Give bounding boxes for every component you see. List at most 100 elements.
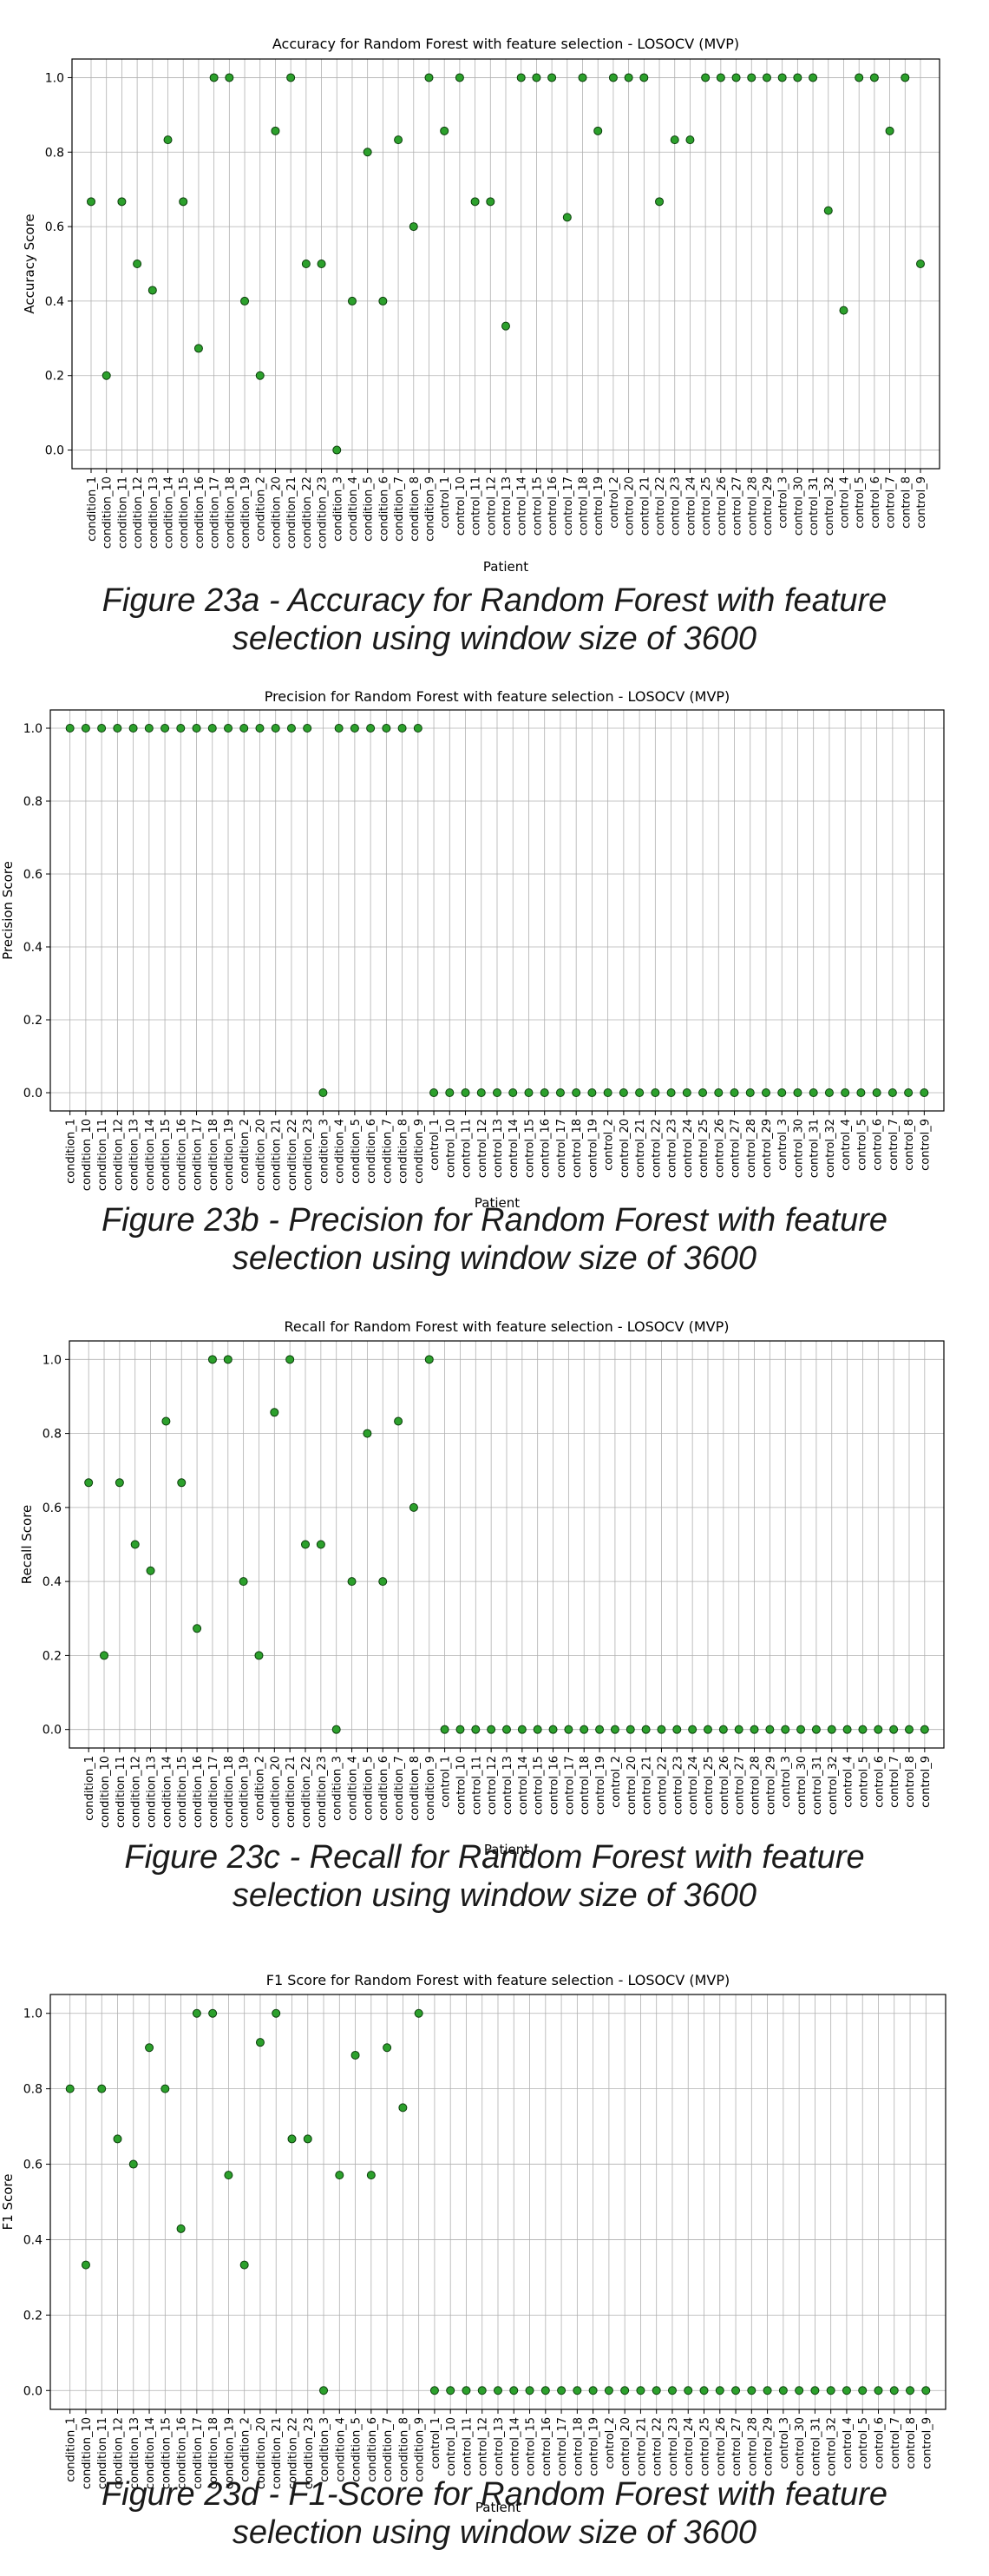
caption-line-2: selection using window size of 3600	[232, 1877, 757, 1914]
data-point	[810, 2386, 820, 2395]
caption-line-2: selection using window size of 3600	[232, 621, 757, 657]
x-tick-label: control_29	[763, 2417, 776, 2476]
data-point	[81, 724, 90, 733]
x-tick-label: control_5	[855, 1119, 868, 1171]
x-tick-label: control_32	[826, 2417, 839, 2476]
data-point	[889, 1725, 899, 1734]
x-tick-label: condition_17	[209, 476, 222, 549]
data-point	[209, 73, 219, 82]
data-point	[223, 1355, 233, 1364]
x-tick-label: condition_20	[255, 2417, 268, 2489]
x-tick-label: control_4	[840, 1119, 853, 1171]
x-tick-label: control_20	[619, 1119, 632, 1178]
data-point	[636, 2386, 645, 2395]
chart-title: Recall for Random Forest with feature se…	[285, 1318, 730, 1335]
x-tick-label: condition_7	[382, 2417, 395, 2482]
data-point	[667, 2386, 677, 2395]
x-tick-label: control_10	[455, 1756, 468, 1815]
data-point	[842, 1725, 852, 1734]
x-tick-label: control_24	[683, 2417, 696, 2476]
data-point	[144, 724, 154, 733]
x-tick-label: control_5	[854, 476, 867, 529]
y-tick-label: 1.0	[23, 2008, 43, 2021]
x-tick-label: control_19	[586, 1119, 599, 1178]
data-point	[885, 126, 894, 135]
y-tick-label: 0.2	[23, 1014, 43, 1028]
x-tick-label: control_18	[571, 1119, 584, 1178]
x-tick-label: condition_2	[239, 1119, 252, 1184]
data-point	[502, 1725, 511, 1734]
data-point	[904, 1088, 914, 1097]
data-point	[145, 2043, 154, 2053]
data-point	[887, 1088, 897, 1097]
x-tick-label: control_6	[872, 1119, 885, 1171]
x-tick-label: condition_11	[96, 2417, 109, 2489]
x-tick-label: control_16	[547, 476, 560, 536]
x-tick-label: control_22	[652, 2417, 665, 2476]
data-point	[470, 197, 480, 207]
y-tick-label: 0.6	[45, 220, 64, 234]
x-tick-label: condition_21	[271, 2417, 284, 2489]
x-tick-label: control_31	[809, 2417, 822, 2476]
chart-title: F1 Score for Random Forest with feature …	[266, 1972, 730, 1988]
x-tick-label: control_3	[776, 1119, 789, 1171]
x-tick-label: condition_13	[128, 2417, 141, 2489]
x-tick-label: control_26	[713, 1119, 726, 1178]
data-point	[778, 2386, 788, 2395]
data-point	[493, 1088, 501, 1097]
data-point	[516, 73, 526, 82]
caption-line-1: Figure 23d - F1-Score for Random Forest …	[101, 2476, 888, 2513]
data-point	[316, 1540, 325, 1549]
x-tick-label: control_15	[531, 476, 544, 536]
x-tick-label: condition_23	[316, 1756, 329, 1828]
data-point	[81, 2260, 90, 2270]
data-point	[113, 724, 122, 733]
data-point	[471, 1725, 481, 1734]
x-tick-label: control_23	[667, 2417, 680, 2476]
data-point	[476, 1088, 486, 1097]
data-point	[487, 1725, 496, 1734]
data-point	[716, 73, 725, 82]
data-point	[271, 724, 280, 733]
x-tick-label: condition_20	[254, 1119, 267, 1191]
data-point	[827, 1725, 836, 1734]
x-tick-label: control_12	[485, 476, 498, 536]
y-tick-label: 0.4	[43, 1575, 62, 1589]
x-tick-label: control_31	[809, 1119, 822, 1178]
data-point	[698, 1088, 708, 1097]
x-axis-label: Patient	[484, 1842, 529, 1857]
data-point	[224, 2171, 233, 2180]
x-tick-label: condition_5	[350, 2417, 364, 2482]
data-point	[455, 1725, 465, 1734]
x-tick-label: condition_17	[207, 1756, 220, 1828]
x-tick-label: condition_6	[377, 476, 390, 542]
y-tick-label: 0.4	[45, 295, 64, 309]
data-point	[872, 1088, 881, 1097]
x-tick-label: control_1	[429, 2417, 442, 2469]
x-tick-label: control_27	[731, 476, 744, 536]
data-point	[809, 1088, 818, 1097]
x-tick-label: control_22	[654, 476, 667, 536]
x-tick-label: control_12	[486, 1756, 499, 1815]
data-point	[777, 73, 787, 82]
x-tick-label: control_17	[556, 2417, 569, 2476]
data-point	[272, 2008, 281, 2018]
data-point	[207, 1355, 217, 1364]
data-point	[208, 2008, 218, 2018]
data-point	[809, 73, 818, 82]
data-point	[286, 724, 296, 733]
x-tick-label: control_10	[445, 2417, 458, 2476]
y-axis-label: Accuracy Score	[22, 214, 37, 313]
x-tick-label: condition_7	[393, 476, 406, 542]
x-tick-label: control_15	[533, 1756, 546, 1815]
x-tick-label: control_7	[885, 476, 898, 529]
x-tick-label: condition_15	[176, 1756, 189, 1828]
data-point	[440, 126, 449, 135]
x-tick-label: control_8	[905, 2417, 918, 2469]
data-point	[682, 1088, 691, 1097]
data-point	[319, 2386, 329, 2395]
x-tick-label: condition_12	[112, 1119, 125, 1191]
x-tick-label: control_9	[915, 476, 928, 529]
